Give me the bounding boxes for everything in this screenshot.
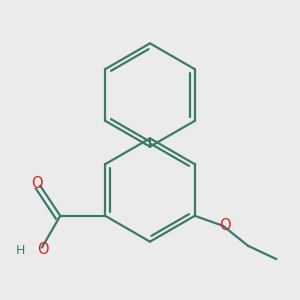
Text: O: O: [38, 242, 49, 257]
Text: H: H: [16, 244, 25, 257]
Text: O: O: [31, 176, 43, 191]
Text: O: O: [219, 218, 231, 233]
